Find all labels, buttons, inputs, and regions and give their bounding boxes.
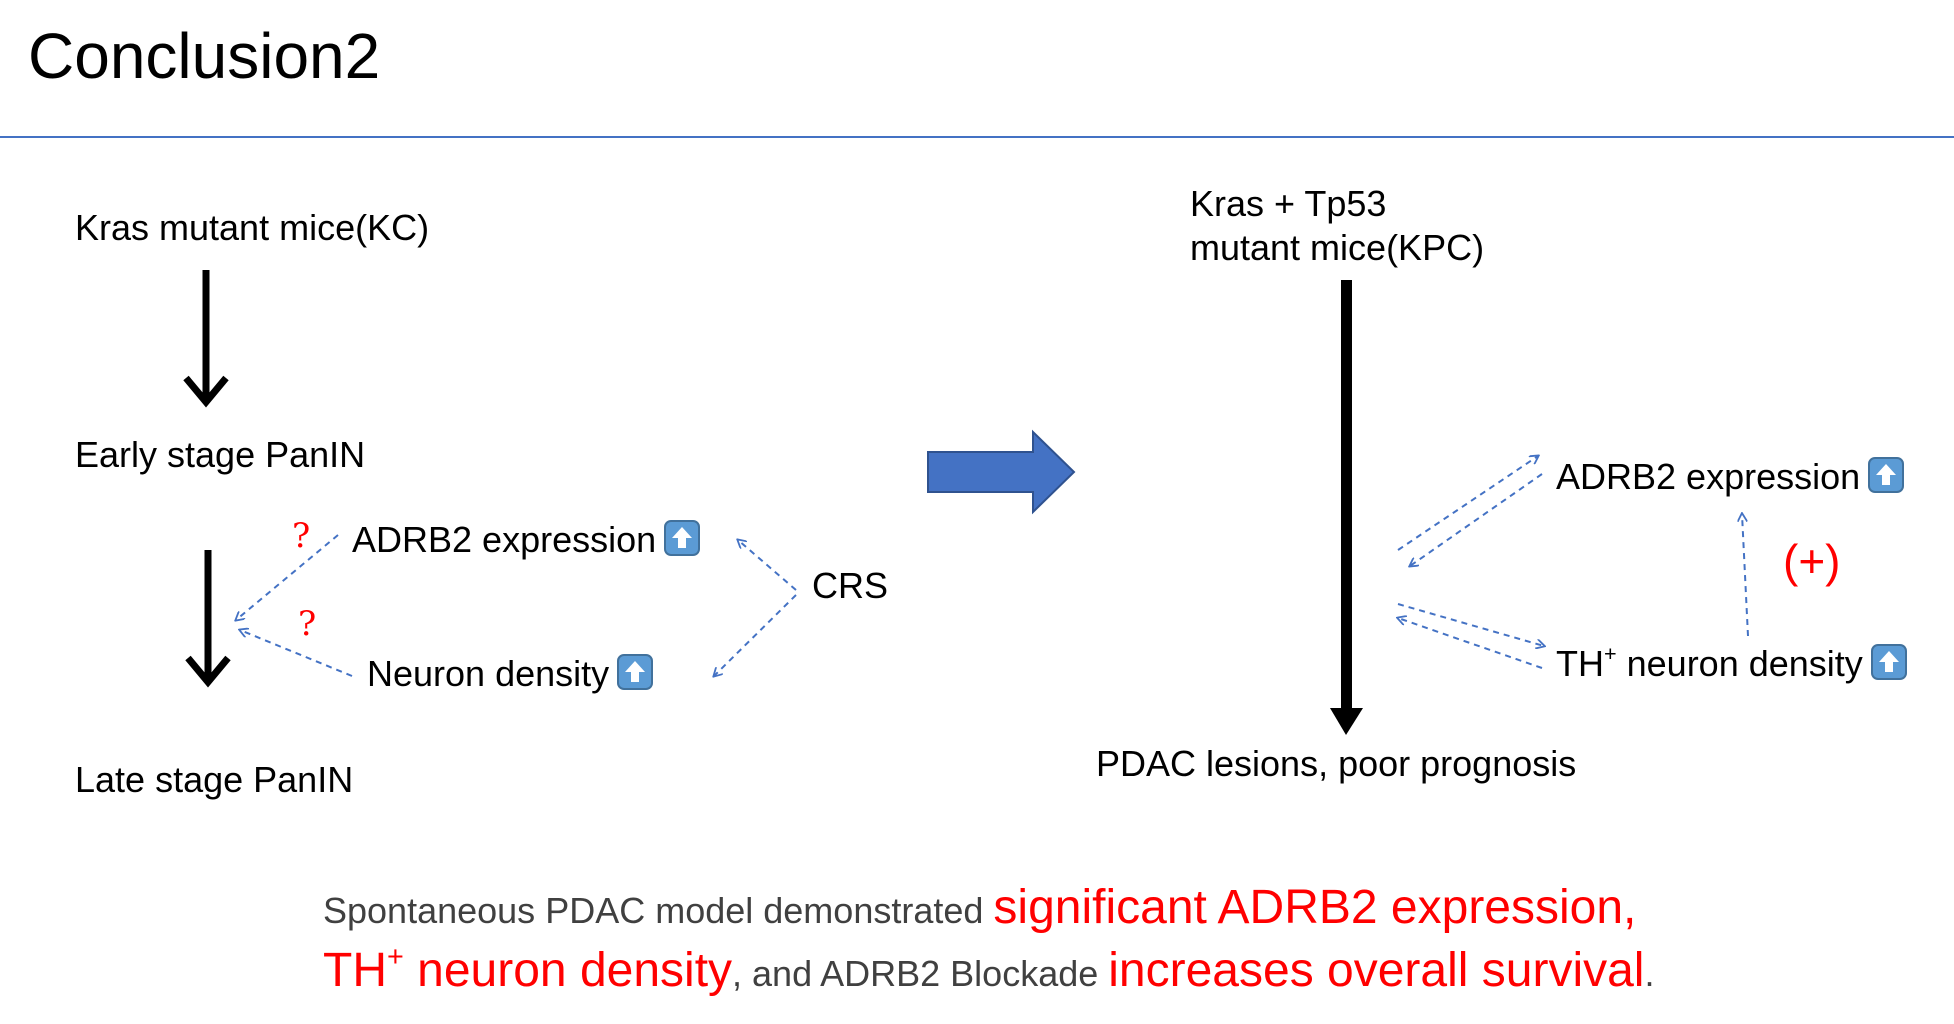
crs-to-neuron-dashed-arrow: [714, 594, 797, 676]
left-adrb2-label: ADRB2 expression: [352, 519, 657, 560]
th-to-adrb2-dashed-arrow: [1742, 514, 1749, 637]
adrb2-to-progression-dashed-arrow: [236, 534, 339, 620]
summary-th-suffix: neuron density: [403, 944, 733, 997]
adrb2-to-pdac-dashed-arrow: [1410, 473, 1543, 566]
kpc-mice-label-line1: Kras + Tp53: [1190, 183, 1387, 224]
transition-block-arrow: [927, 429, 1076, 515]
pdac-to-adrb2-dashed-arrow: [1397, 456, 1538, 551]
pdac-to-th-dashed-arrow: [1397, 603, 1544, 646]
kpc-mice-label-line2: mutant mice(KPC): [1190, 227, 1485, 268]
up-arrow-button-icon: [617, 654, 654, 690]
up-arrow-button-icon: [1868, 457, 1905, 493]
kc-mice-label: Kras mutant mice(KC): [75, 207, 430, 248]
crs-label: CRS: [812, 565, 889, 606]
summary-part1: Spontaneous PDAC model demonstrated: [323, 890, 994, 931]
question-mark-neuron: ?: [298, 604, 317, 644]
th-prefix: TH: [1556, 643, 1604, 684]
summary-emphasis-adrb2: significant ADRB2 expression,: [993, 881, 1637, 934]
right-th-neuron-density: TH+ neuron density: [1556, 642, 1907, 686]
question-mark-adrb2: ?: [292, 516, 311, 556]
kpc-to-pdac-arrow: [1330, 280, 1363, 735]
title-divider: [0, 136, 1954, 138]
summary-emphasis-survival: increases overall survival: [1108, 944, 1645, 997]
summary-period: .: [1644, 953, 1655, 994]
early-panin-label: Early stage PanIN: [75, 434, 366, 475]
kc-to-early-arrow: [183, 270, 229, 408]
up-arrow-button-icon: [1870, 644, 1907, 680]
late-panin-label: Late stage PanIN: [75, 759, 354, 800]
left-adrb2-expression: ADRB2 expression: [352, 518, 701, 562]
early-to-late-arrow: [185, 550, 231, 688]
th-suffix: neuron density: [1616, 643, 1863, 684]
left-neuron-label: Neuron density: [367, 653, 610, 694]
th-superscript: +: [1604, 640, 1617, 666]
left-neuron-density: Neuron density: [367, 652, 654, 696]
up-arrow-button-icon: [664, 520, 701, 556]
pdac-lesions-label: PDAC lesions, poor prognosis: [1096, 743, 1577, 784]
crs-to-adrb2-dashed-arrow: [738, 540, 797, 591]
conclusion-summary: Spontaneous PDAC model demonstrated sign…: [323, 878, 1823, 1004]
positive-feedback-label: (+): [1783, 535, 1841, 587]
summary-th-prefix: TH: [323, 944, 387, 997]
right-adrb2-label: ADRB2 expression: [1556, 456, 1861, 497]
th-to-pdac-dashed-arrow: [1398, 618, 1543, 669]
summary-emphasis-th: TH+ neuron density: [323, 940, 733, 997]
page-title: Conclusion2: [28, 20, 381, 92]
neuron-to-progression-dashed-arrow: [240, 630, 353, 677]
summary-part4: , and ADRB2 Blockade: [732, 953, 1109, 994]
right-adrb2-expression: ADRB2 expression: [1556, 455, 1905, 499]
summary-th-superscript: +: [386, 940, 404, 973]
